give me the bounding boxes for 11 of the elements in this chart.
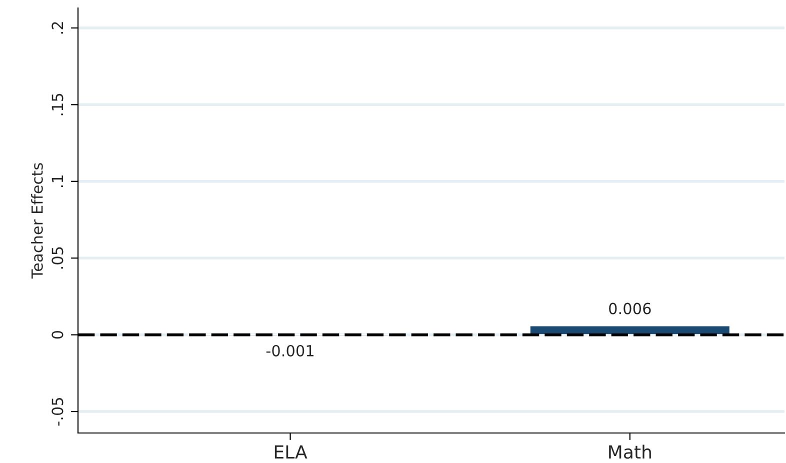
x-tick-label: ELA [274, 445, 308, 459]
y-tick-label: 0 [52, 330, 64, 339]
y-tick-label: .05 [52, 247, 64, 269]
data-label: -0.001 [266, 344, 314, 356]
data-label: 0.006 [609, 302, 651, 314]
y-tick-label: .1 [52, 175, 64, 188]
y-axis-title: Teacher Effects [31, 163, 43, 279]
y-tick-label: -.05 [52, 398, 64, 426]
y-tick-label: .2 [52, 22, 64, 34]
y-tick-label: .15 [52, 94, 64, 116]
x-tick-label: Math [609, 444, 651, 459]
